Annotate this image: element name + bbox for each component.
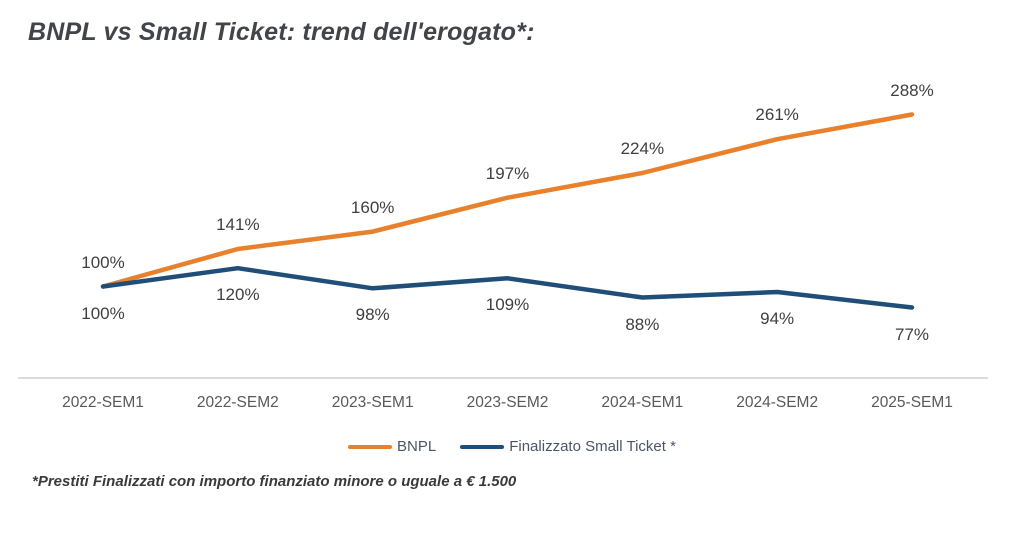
small-ticket-line-swatch — [460, 444, 505, 449]
legend-item-small-ticket: Finalizzato Small Ticket * — [460, 438, 676, 455]
data-label: 77% — [894, 324, 930, 344]
data-label: 224% — [620, 139, 665, 158]
data-label: 100% — [81, 303, 125, 323]
bnpl-line — [100, 112, 915, 289]
data-label: 94% — [760, 309, 795, 328]
data-label: 197% — [485, 163, 530, 183]
x-axis-label: 2024-SEM1 — [601, 394, 684, 411]
footnote: *Prestiti Finalizzati con importo finanz… — [32, 473, 517, 490]
data-label: 100% — [81, 252, 125, 272]
x-axis-label: 2023-SEM2 — [466, 394, 549, 411]
data-label: 98% — [355, 305, 390, 325]
x-axis-label: 2023-SEM1 — [331, 394, 414, 411]
data-label: 109% — [485, 295, 530, 315]
data-label: 141% — [216, 215, 260, 234]
x-axis-label: 2025-SEM1 — [871, 394, 953, 411]
x-axis-label: 2022-SEM1 — [62, 394, 144, 411]
data-label: 160% — [350, 197, 395, 217]
small-ticket-line — [100, 265, 915, 310]
legend-label-bnpl: BNPL — [397, 438, 437, 455]
chart-title: BNPL vs Small Ticket: trend dell'erogato… — [28, 18, 535, 46]
bnpl-line-swatch — [348, 444, 393, 449]
data-label: 88% — [625, 314, 660, 334]
data-label: 120% — [216, 285, 260, 305]
data-label: 288% — [890, 80, 934, 100]
x-axis-label: 2024-SEM2 — [736, 394, 819, 411]
legend-item-bnpl: BNPL — [348, 438, 436, 455]
data-label: 261% — [755, 105, 799, 125]
legend: BNPL Finalizzato Small Ticket * — [0, 438, 1024, 455]
x-axis-label: 2022-SEM2 — [196, 394, 279, 411]
legend-label-small-ticket: Finalizzato Small Ticket * — [509, 438, 676, 455]
